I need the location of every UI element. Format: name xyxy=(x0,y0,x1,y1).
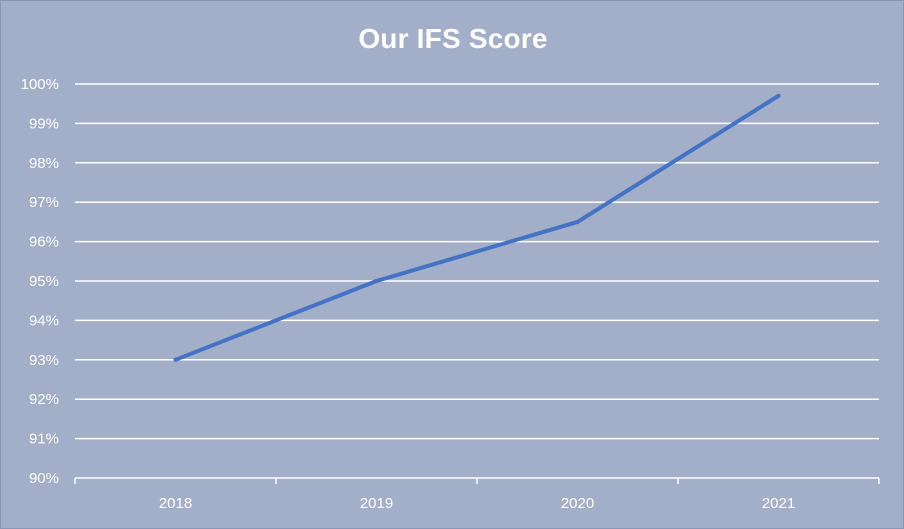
y-tick-label: 100% xyxy=(21,76,59,93)
x-axis xyxy=(74,477,880,484)
x-tick-label-2020: 2020 xyxy=(561,495,594,512)
data-point-2021 xyxy=(776,93,781,98)
y-tick-label: 99% xyxy=(29,115,59,132)
y-tick-label: 92% xyxy=(29,391,59,408)
y-tick-label: 96% xyxy=(29,234,59,251)
y-tick-label: 90% xyxy=(29,470,59,487)
y-tick-label: 95% xyxy=(29,273,59,290)
series-line-0 xyxy=(173,93,781,362)
chart-title: Our IFS Score xyxy=(358,23,548,54)
y-axis-tick-labels: 90% 91% 92% 93% 94% 95% 96% 97% 98% 99% 100% xyxy=(21,76,59,487)
data-point-2018 xyxy=(173,357,178,362)
y-tick-label: 93% xyxy=(29,352,59,369)
x-tick-label-2018: 2018 xyxy=(159,495,192,512)
x-tick-label-2021: 2021 xyxy=(762,495,795,512)
y-tick-label: 98% xyxy=(29,155,59,172)
data-point-2020 xyxy=(575,219,580,224)
x-axis-tick-labels: 2018 2019 2020 2021 xyxy=(159,495,795,512)
data-point-2019 xyxy=(374,279,379,283)
series-layer xyxy=(173,93,781,362)
y-tick-label: 97% xyxy=(29,194,59,211)
gridlines xyxy=(75,83,879,440)
x-tick-label-2019: 2019 xyxy=(360,495,393,512)
y-tick-label: 91% xyxy=(29,431,59,448)
y-tick-label: 94% xyxy=(29,312,59,329)
